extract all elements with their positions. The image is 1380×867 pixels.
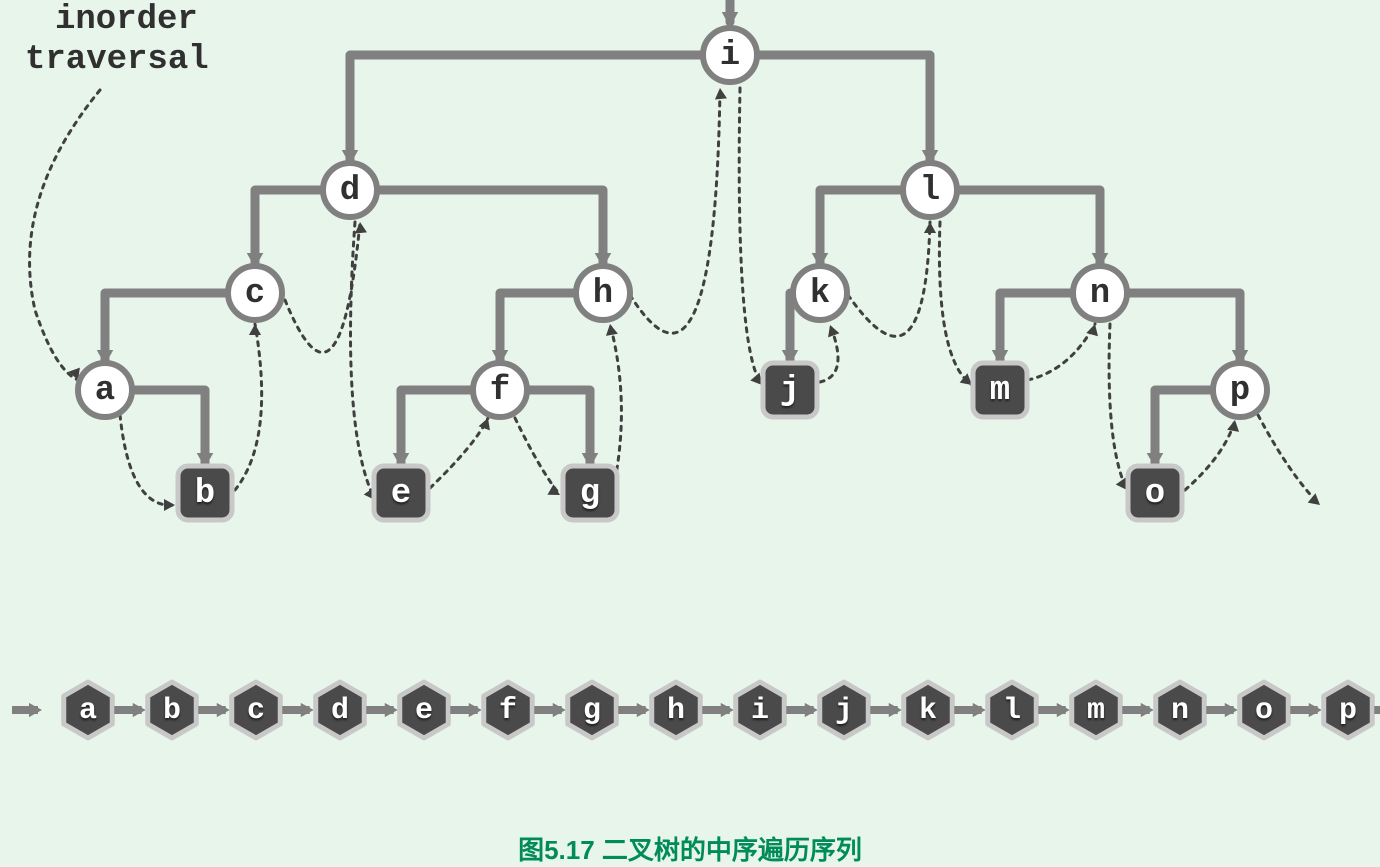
svg-text:h: h (593, 275, 613, 313)
seq-hex-o: o (1240, 682, 1288, 738)
svg-text:j: j (780, 372, 800, 410)
svg-text:a: a (95, 372, 115, 410)
seq-hex-i: i (736, 682, 784, 738)
svg-text:i: i (751, 694, 769, 728)
svg-text:k: k (810, 275, 830, 313)
svg-text:l: l (920, 172, 940, 210)
svg-text:c: c (247, 694, 265, 728)
svg-text:f: f (490, 372, 510, 410)
svg-text:a: a (79, 694, 97, 728)
svg-text:l: l (1003, 694, 1021, 728)
svg-text:g: g (583, 694, 601, 728)
svg-text:p: p (1339, 694, 1357, 728)
figure-root: i d l c h k n a f p b e g j m o a b c d e f g h i j k l m n o p inordert… (0, 0, 1380, 867)
node-j: j (763, 363, 817, 417)
node-k: k (793, 266, 847, 320)
svg-text:m: m (1087, 694, 1105, 728)
svg-text:inorder: inorder (55, 1, 198, 39)
svg-text:traversal: traversal (25, 41, 209, 79)
svg-text:h: h (667, 694, 685, 728)
node-o: o (1128, 466, 1182, 520)
node-p: p (1213, 363, 1267, 417)
svg-text:d: d (340, 172, 360, 210)
svg-text:j: j (835, 694, 853, 728)
seq-hex-a: a (64, 682, 112, 738)
svg-text:e: e (415, 694, 433, 728)
seq-hex-n: n (1156, 682, 1204, 738)
seq-hex-c: c (232, 682, 280, 738)
svg-text:c: c (245, 275, 265, 313)
svg-text:b: b (163, 694, 181, 728)
svg-text:n: n (1171, 694, 1189, 728)
seq-hex-k: k (904, 682, 952, 738)
node-d: d (323, 163, 377, 217)
node-a: a (78, 363, 132, 417)
seq-hex-e: e (400, 682, 448, 738)
svg-text:k: k (919, 694, 937, 728)
svg-text:d: d (331, 694, 349, 728)
node-m: m (973, 363, 1027, 417)
svg-text:b: b (195, 475, 215, 513)
node-i: i (703, 28, 757, 82)
seq-hex-p: p (1324, 682, 1372, 738)
node-l: l (903, 163, 957, 217)
svg-text:g: g (580, 475, 600, 513)
seq-hex-b: b (148, 682, 196, 738)
svg-text:p: p (1230, 372, 1250, 410)
node-g: g (563, 466, 617, 520)
svg-text:f: f (499, 694, 517, 728)
node-c: c (228, 266, 282, 320)
svg-text:e: e (391, 475, 411, 513)
svg-text:o: o (1255, 694, 1273, 728)
node-e: e (374, 466, 428, 520)
svg-text:o: o (1145, 475, 1165, 513)
node-h: h (576, 266, 630, 320)
seq-hex-d: d (316, 682, 364, 738)
svg-text:n: n (1090, 275, 1110, 313)
node-n: n (1073, 266, 1127, 320)
node-b: b (178, 466, 232, 520)
svg-text:i: i (720, 37, 740, 75)
svg-text:m: m (990, 372, 1010, 410)
seq-hex-l: l (988, 682, 1036, 738)
seq-hex-j: j (820, 682, 868, 738)
seq-hex-m: m (1072, 682, 1120, 738)
figure-caption: 图5.17 二叉树的中序遍历序列 (0, 830, 1380, 867)
seq-hex-h: h (652, 682, 700, 738)
seq-hex-f: f (484, 682, 532, 738)
node-f: f (473, 363, 527, 417)
seq-hex-g: g (568, 682, 616, 738)
